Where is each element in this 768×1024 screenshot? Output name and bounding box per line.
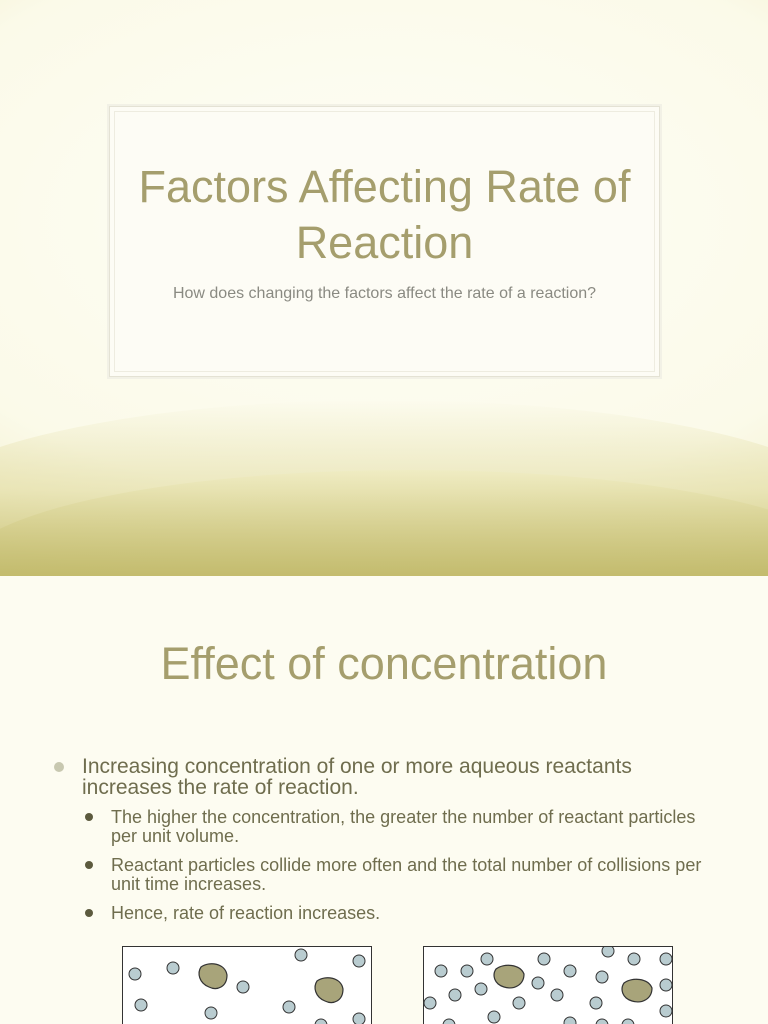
slide-subtitle: How does changing the factors affect the… [172,285,597,302]
particle [480,952,494,966]
particle [314,1018,328,1024]
solid-particle [198,963,228,990]
particle [659,1004,672,1018]
sub-bullet-text: Hence, rate of reaction increases. [111,903,381,923]
particle [659,978,672,992]
solid-particle [314,977,344,1004]
particles-diagram-low [128,948,366,1024]
bullet-dot [54,762,64,772]
particle [550,988,564,1002]
sub-bullet-text: Reactant particles collide more often an… [111,855,702,894]
particle [563,1016,577,1024]
particle [434,964,448,978]
particle [128,967,142,981]
low-concentration-diagram [122,946,372,1024]
particle [474,982,488,996]
sub-bullet-dot [85,813,93,821]
sub-bullet-dot [85,861,93,869]
particle [204,1006,218,1020]
particle [589,996,603,1010]
sub-bullet-text: The higher the concentration, the greate… [111,807,696,846]
slide-title: Factors Affecting Rate of Reaction How d… [0,0,768,576]
solid-particle [621,978,653,1003]
particle [424,996,437,1010]
particle [487,1010,501,1024]
particle [236,980,250,994]
particle [601,947,615,958]
particle [460,964,474,978]
particle [563,964,577,978]
particle [627,952,641,966]
sub-bullet-dot [85,909,93,917]
slide-title-text: Factors Affecting Rate of Reaction [138,161,631,268]
particle [442,1018,456,1024]
particle [531,976,545,990]
particle [294,948,308,962]
title-frame: Factors Affecting Rate of Reaction How d… [109,106,660,377]
particle [352,954,366,968]
particle [166,961,180,975]
particle [537,952,551,966]
particle [512,996,526,1010]
high-concentration-diagram [423,946,673,1024]
particle [134,998,148,1012]
title-frame-inner [114,111,655,372]
particle [659,952,672,966]
solid-particle [493,964,525,989]
bullet-text: Increasing concentration of one or more … [82,755,632,799]
particle [595,970,609,984]
slide-heading: Effect of concentration [160,638,608,689]
particle [448,988,462,1002]
particle [621,1018,635,1024]
particle [595,1018,609,1024]
particle [352,1012,366,1024]
particles-diagram-high [424,947,672,1024]
slide-concentration: Effect of concentration Increasing conce… [0,576,768,1024]
particle [282,1000,296,1014]
